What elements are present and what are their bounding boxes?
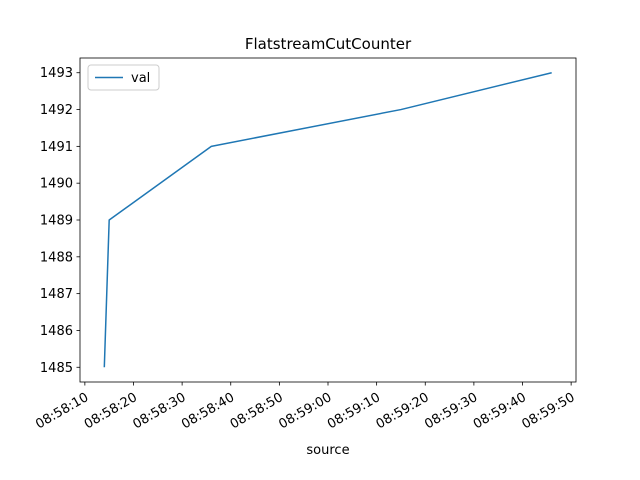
y-tick-label: 1489 bbox=[40, 214, 73, 229]
x-tick-label: 08:58:30 bbox=[130, 390, 188, 432]
x-axis-label: source bbox=[306, 443, 349, 458]
x-tick-label: 08:58:40 bbox=[179, 390, 237, 432]
plot-area: 1485 1486 1487 1488 1489 1490 1491 1492 1493 08:5… bbox=[33, 57, 578, 432]
y-tick-label: 1492 bbox=[40, 103, 73, 118]
y-tick-label: 1487 bbox=[40, 287, 73, 302]
y-tick-label: 1493 bbox=[40, 66, 73, 81]
y-tick-label: 1485 bbox=[40, 361, 73, 376]
x-tick-label: 08:59:40 bbox=[471, 390, 529, 432]
x-tick-label: 08:58:50 bbox=[228, 390, 286, 432]
x-tick-label: 08:59:30 bbox=[422, 390, 480, 432]
y-tick-label: 1491 bbox=[40, 140, 73, 155]
y-tick-label: 1488 bbox=[40, 250, 73, 265]
x-tick-label: 08:58:10 bbox=[33, 390, 91, 432]
x-tick-label: 08:59:10 bbox=[325, 390, 383, 432]
x-tick-label: 08:59:50 bbox=[519, 390, 577, 432]
y-tick-label: 1490 bbox=[40, 177, 73, 192]
axes-frame bbox=[79, 57, 577, 383]
legend-label-val: val bbox=[131, 71, 150, 86]
x-tick-label: 08:59:20 bbox=[374, 390, 432, 432]
x-tick-label: 08:58:20 bbox=[82, 390, 140, 432]
series-line-val bbox=[103, 72, 552, 368]
x-tick-label: 08:59:00 bbox=[276, 390, 334, 432]
y-tick-label: 1486 bbox=[40, 324, 73, 339]
chart-title: FlatstreamCutCounter bbox=[245, 35, 412, 53]
legend-box bbox=[87, 64, 160, 91]
